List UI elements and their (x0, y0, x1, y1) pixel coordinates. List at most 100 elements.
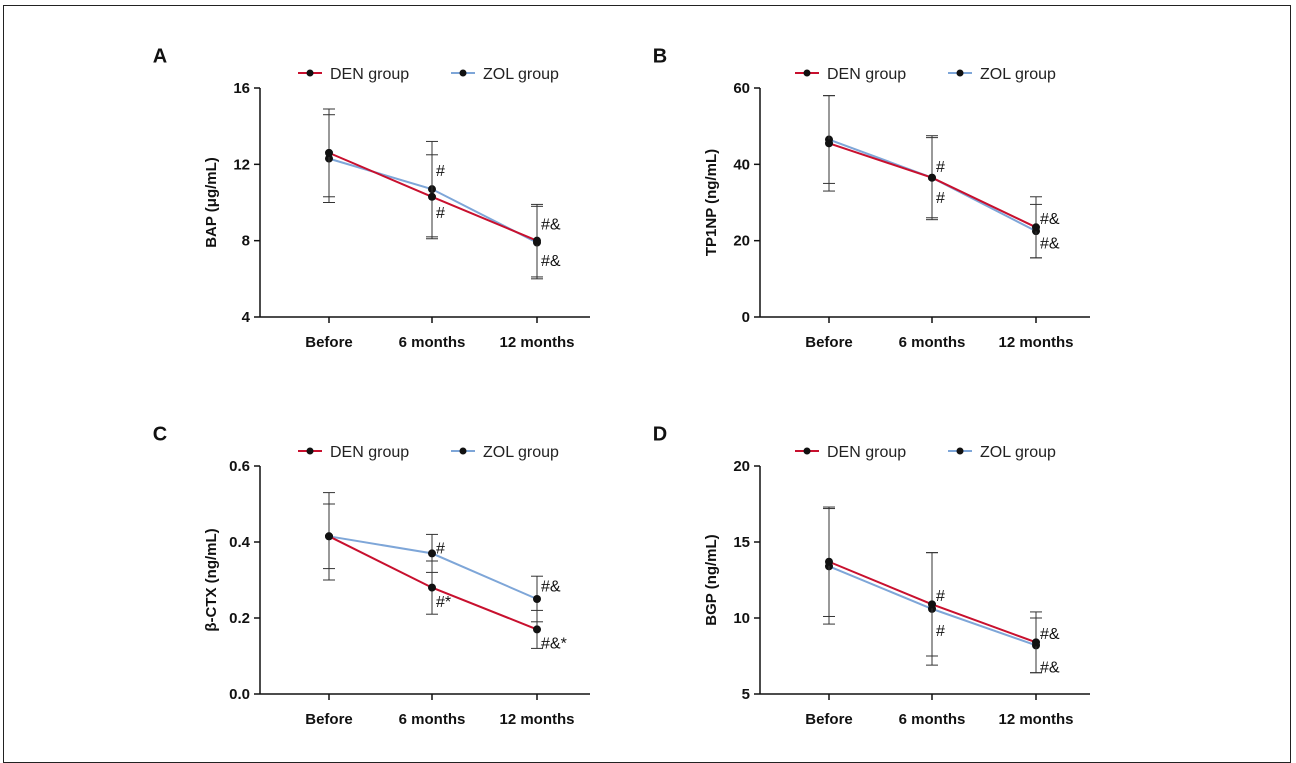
x-tick-label: Before (305, 334, 353, 351)
data-point (428, 549, 436, 558)
y-tick-label: 20 (733, 458, 750, 475)
x-tick-label: 6 months (399, 711, 466, 728)
x-tick-label: 12 months (998, 711, 1073, 728)
y-axis-label: BGP (ng/mL) (703, 534, 720, 625)
legend-marker (803, 69, 811, 77)
panel-letter: D (653, 423, 667, 445)
significance-label: #& (1040, 626, 1060, 643)
legend-item-den: DEN group (795, 444, 906, 461)
significance-label: #& (541, 216, 561, 233)
data-point (325, 532, 333, 541)
y-tick-label: 60 (733, 80, 750, 97)
significance-label: # (936, 588, 945, 605)
legend-item-zol: ZOL group (948, 66, 1056, 83)
data-point (325, 148, 333, 157)
legend-item-zol: ZOL group (451, 66, 559, 83)
y-tick-label: 0.6 (229, 458, 250, 475)
x-tick-label: 12 months (499, 334, 574, 351)
significance-label: #&* (541, 636, 567, 653)
legend-marker (306, 447, 314, 455)
series-den (323, 108, 543, 278)
panel-letter: C (153, 423, 167, 445)
legend-item-den: DEN group (298, 66, 409, 83)
legend-label: DEN group (827, 444, 906, 461)
significance-label: # (436, 205, 445, 222)
significance-label: #& (1040, 660, 1060, 677)
data-point (1032, 638, 1040, 647)
data-point (1032, 223, 1040, 232)
data-point (428, 192, 436, 201)
x-tick-label: Before (305, 711, 353, 728)
panel-c: C DEN group ZOL group 0.0 0.2 0.4 0.6 Before 6 m… (153, 423, 590, 728)
panel-b: B DEN group ZOL group 0 20 40 60 Before 6 months… (653, 45, 1090, 351)
legend-item-den: DEN group (298, 444, 409, 461)
legend-marker (956, 447, 964, 455)
legend-item-zol: ZOL group (451, 444, 559, 461)
significance-label: #& (1040, 211, 1060, 228)
legend-label: ZOL group (980, 444, 1056, 461)
data-point (825, 139, 833, 148)
y-tick-label: 15 (733, 534, 750, 551)
significance-label: # (936, 190, 945, 207)
significance-label: #* (436, 594, 451, 611)
y-tick-label: 0.4 (229, 534, 251, 551)
panel-letter: A (153, 45, 167, 67)
y-tick-label: 0.0 (229, 686, 250, 703)
y-tick-label: 16 (233, 80, 250, 97)
legend-label: DEN group (827, 66, 906, 83)
figure-frame (3, 5, 1291, 763)
data-point (928, 600, 936, 609)
y-tick-label: 4 (242, 309, 251, 326)
significance-label: #& (541, 253, 561, 270)
data-point (928, 173, 936, 182)
panel-d: D DEN group ZOL group 5 10 15 20 Before 6 months… (653, 423, 1090, 728)
significance-label: #& (541, 579, 561, 596)
panel-a: A DEN group ZOL group 4 8 12 16 Before 6 months 1… (153, 45, 590, 351)
x-tick-label: Before (805, 334, 853, 351)
x-tick-label: 6 months (399, 334, 466, 351)
legend-marker (459, 447, 467, 455)
data-point (825, 557, 833, 566)
series-den (823, 95, 1042, 259)
legend-item-zol: ZOL group (948, 444, 1056, 461)
y-tick-label: 5 (742, 686, 750, 703)
legend-marker (306, 69, 314, 77)
significance-label: # (436, 163, 445, 180)
x-tick-label: 12 months (998, 334, 1073, 351)
x-tick-label: 12 months (499, 711, 574, 728)
legend-marker (459, 69, 467, 77)
significance-label: # (936, 623, 945, 640)
x-tick-label: Before (805, 711, 853, 728)
y-axis-label: TP1NP (ng/mL) (703, 149, 720, 256)
legend-label: DEN group (330, 66, 409, 83)
y-tick-label: 20 (733, 233, 750, 250)
y-axis-label: β-CTX (ng/mL) (203, 528, 220, 631)
y-tick-label: 40 (733, 156, 750, 173)
data-point (533, 625, 541, 634)
x-tick-label: 6 months (899, 711, 966, 728)
data-point (533, 236, 541, 245)
legend-label: ZOL group (483, 444, 559, 461)
panel-letter: B (653, 45, 667, 67)
legend-item-den: DEN group (795, 66, 906, 83)
significance-label: # (436, 541, 445, 558)
significance-label: # (936, 159, 945, 176)
legend-label: ZOL group (980, 66, 1056, 83)
y-axis-label: BAP (μg/mL) (203, 157, 220, 248)
y-tick-label: 0 (742, 309, 750, 326)
series-den (323, 492, 543, 649)
x-tick-label: 6 months (899, 334, 966, 351)
significance-label: #& (1040, 236, 1060, 253)
y-tick-label: 0.2 (229, 610, 250, 627)
y-tick-label: 8 (242, 233, 250, 250)
y-tick-label: 12 (233, 156, 250, 173)
series-den (823, 506, 1042, 674)
y-tick-label: 10 (733, 610, 750, 627)
legend-label: DEN group (330, 444, 409, 461)
legend-marker (803, 447, 811, 455)
data-point (428, 583, 436, 592)
legend-marker (956, 69, 964, 77)
data-point (533, 595, 541, 603)
